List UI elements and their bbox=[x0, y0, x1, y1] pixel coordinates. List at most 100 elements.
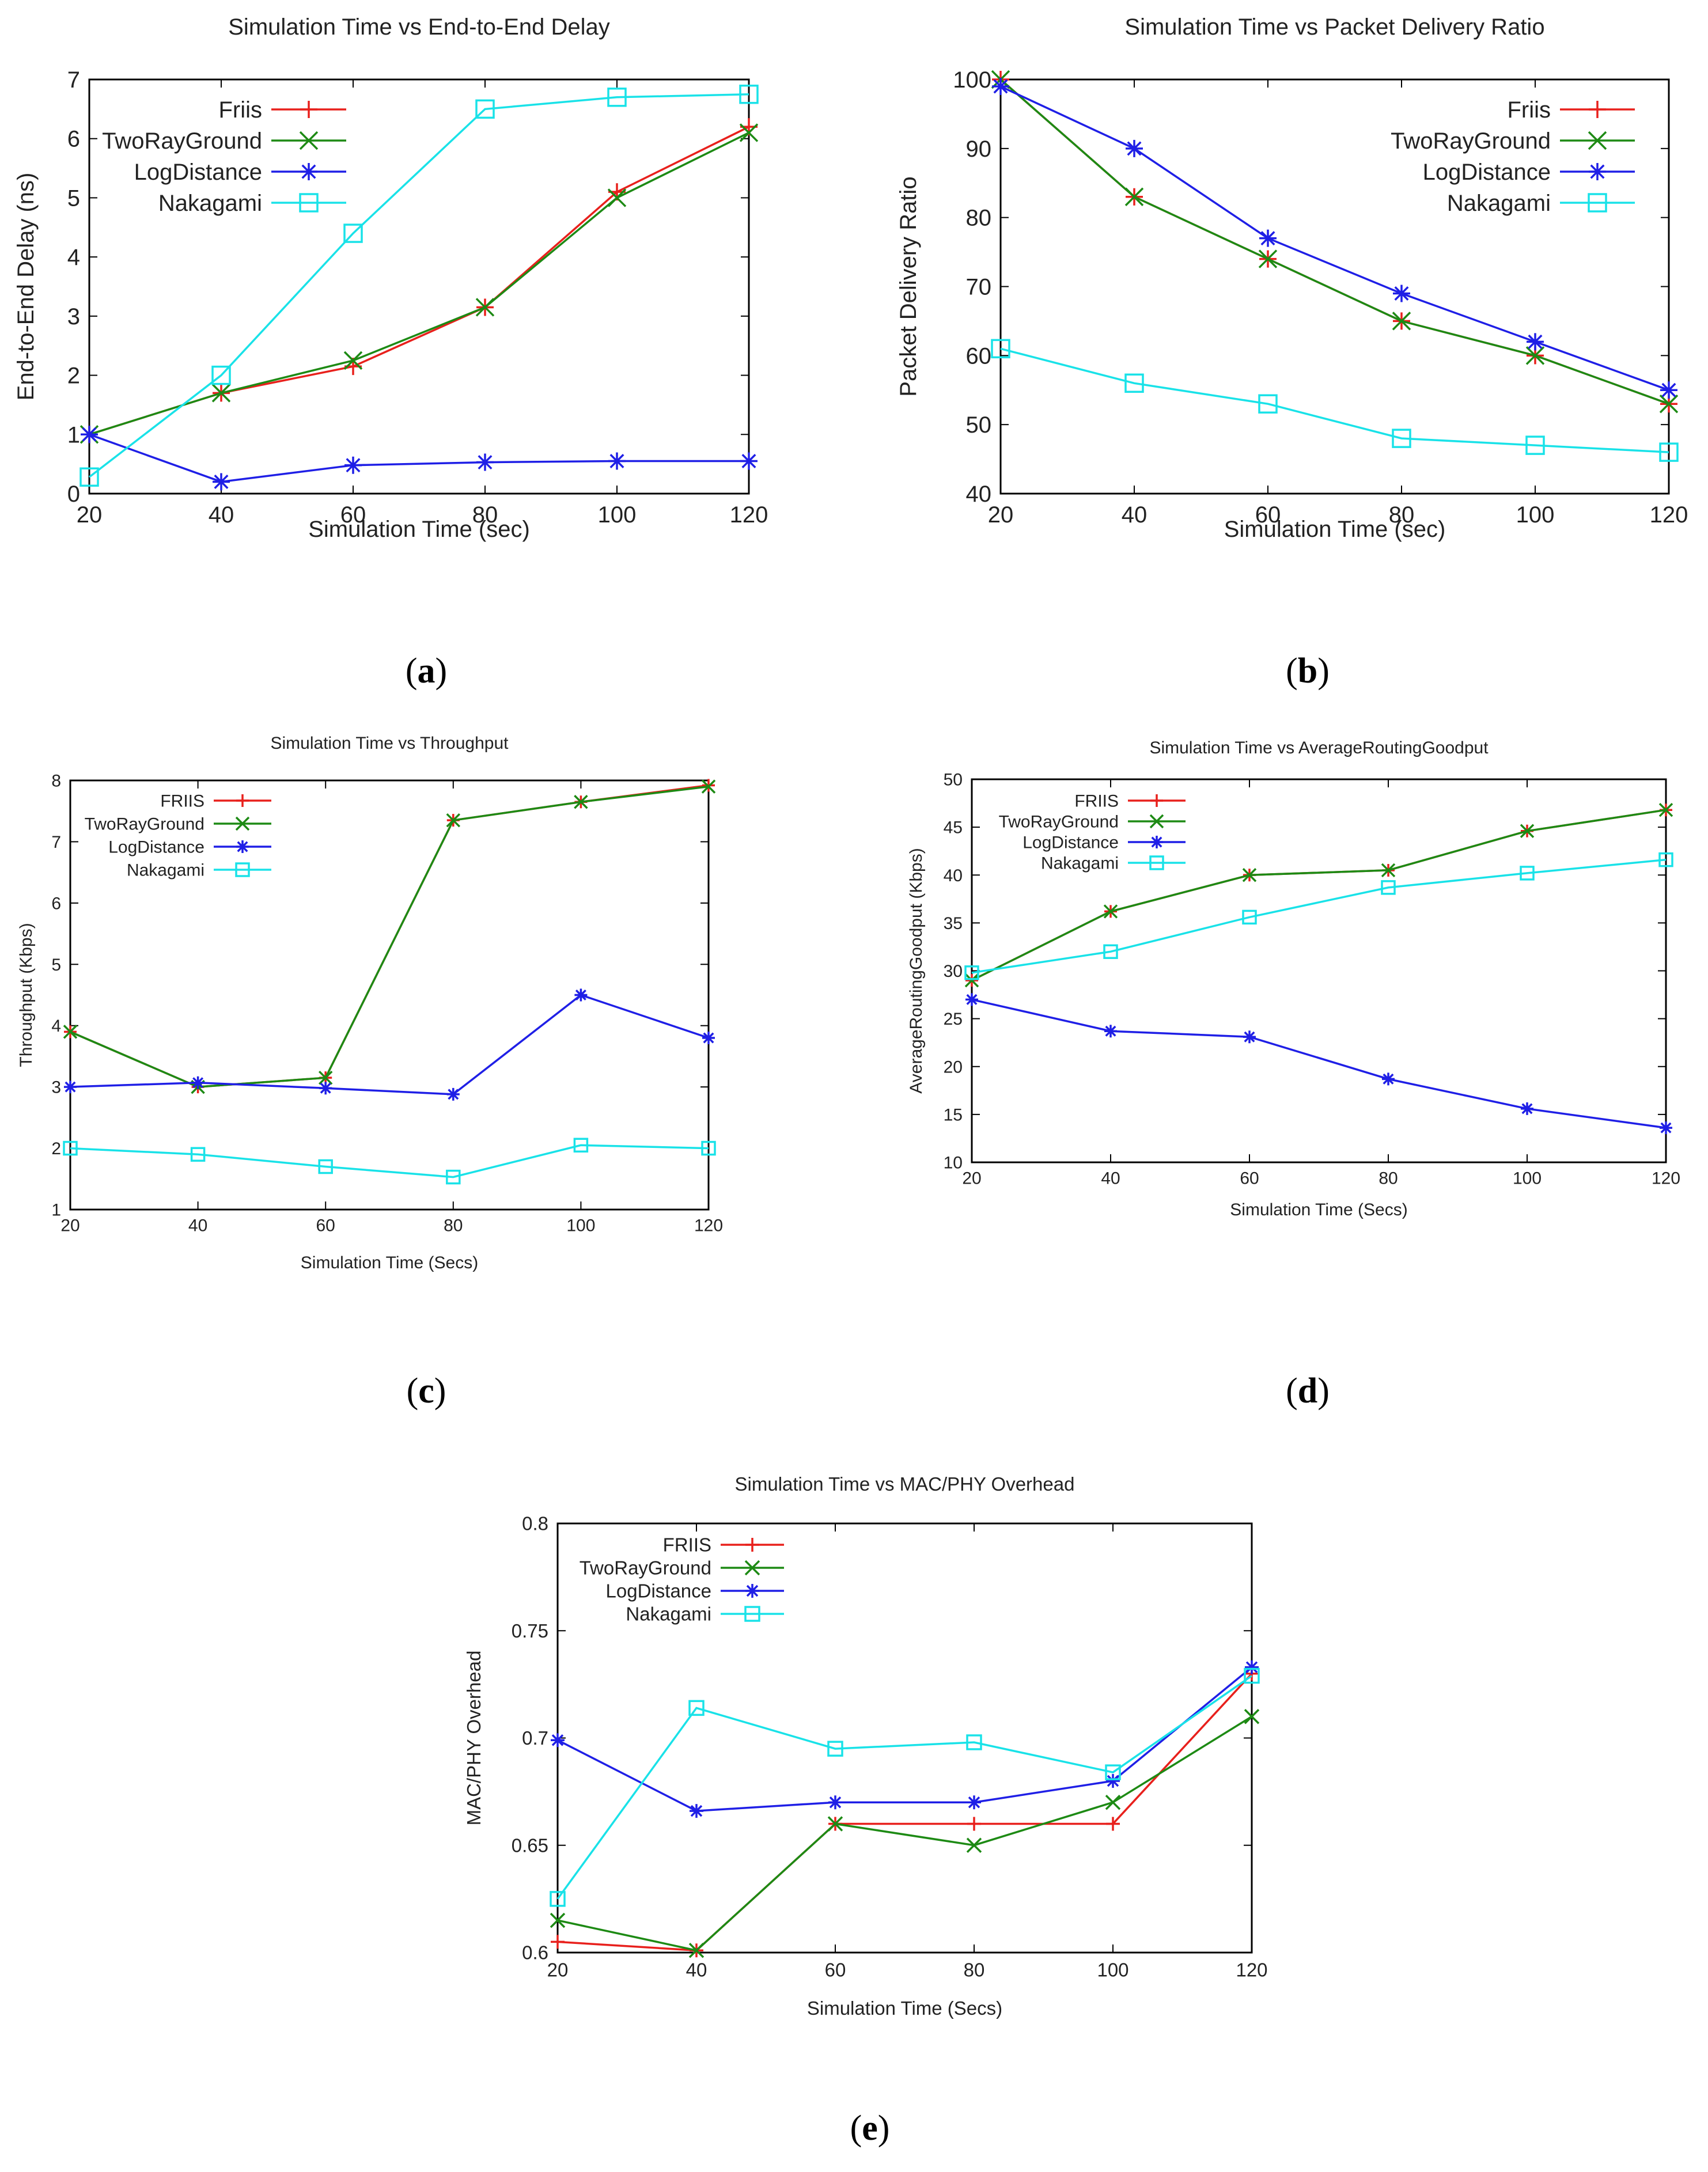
x-tick-label: 80 bbox=[472, 502, 498, 528]
legend-marker bbox=[235, 816, 250, 831]
series-tworayground bbox=[550, 1709, 1260, 1958]
data-point bbox=[1525, 346, 1545, 365]
x-tick-label: 80 bbox=[1378, 1169, 1398, 1188]
x-tick-label: 40 bbox=[209, 502, 234, 528]
legend-marker bbox=[300, 101, 317, 118]
data-point bbox=[991, 339, 1010, 359]
legend-marker bbox=[1150, 836, 1163, 848]
series-line bbox=[89, 131, 749, 435]
legend-marker bbox=[299, 131, 319, 150]
legend-marker bbox=[1588, 131, 1607, 150]
y-tick-label: 7 bbox=[67, 67, 80, 93]
legend-label: FRIIS bbox=[1074, 792, 1119, 811]
series-nakagami bbox=[63, 1138, 716, 1185]
series-line bbox=[1000, 85, 1669, 391]
x-tick-label: 100 bbox=[1513, 1169, 1542, 1188]
x-axis-label: Simulation Time (Secs) bbox=[807, 1997, 1002, 2019]
data-point bbox=[827, 1741, 843, 1757]
data-point bbox=[475, 99, 495, 119]
data-point bbox=[1393, 285, 1410, 302]
data-point bbox=[1659, 442, 1679, 462]
series-friis bbox=[551, 1666, 1259, 1958]
legend-label: Nakagami bbox=[127, 861, 204, 880]
data-point bbox=[607, 188, 627, 207]
data-point bbox=[1104, 1025, 1117, 1038]
x-tick-label: 60 bbox=[1255, 502, 1281, 528]
x-tick-label: 100 bbox=[1097, 1959, 1128, 1980]
legend-marker bbox=[1149, 814, 1164, 829]
x-tick-label: 20 bbox=[962, 1169, 981, 1188]
legend-label: TwoRayGround bbox=[999, 813, 1119, 832]
y-tick-label: 2 bbox=[67, 363, 80, 389]
y-tick-label: 6 bbox=[51, 894, 61, 913]
legend-label: LogDistance bbox=[606, 1580, 711, 1602]
chart-d-average-routing-goodput: Simulation Time vs AverageRoutingGoodput… bbox=[907, 738, 1680, 1219]
y-tick-label: 50 bbox=[944, 771, 963, 790]
y-tick-label: 0 bbox=[67, 482, 80, 507]
legend-marker bbox=[1149, 855, 1164, 870]
data-point bbox=[1242, 868, 1257, 882]
legend-label: TwoRayGround bbox=[1391, 128, 1551, 154]
data-point bbox=[1520, 824, 1535, 839]
chart-title: Simulation Time vs Throughput bbox=[271, 734, 509, 753]
legend-label: TwoRayGround bbox=[580, 1557, 711, 1579]
y-tick-label: 0.6 bbox=[522, 1942, 548, 1963]
data-point bbox=[63, 1025, 78, 1039]
y-tick-label: 4 bbox=[67, 245, 80, 270]
data-point bbox=[81, 426, 98, 444]
data-point bbox=[446, 1169, 461, 1185]
chart-e-mac-phy-overhead: Simulation Time vs MAC/PHY Overhead 20 40 6… bbox=[463, 1473, 1268, 2019]
data-point bbox=[475, 298, 495, 317]
series-line bbox=[1000, 347, 1669, 453]
series-line bbox=[88, 93, 749, 478]
plot-frame bbox=[69, 779, 710, 1211]
data-point bbox=[1245, 1660, 1259, 1674]
x-tick-label: 20 bbox=[547, 1959, 569, 1980]
y-tick-label: 0.65 bbox=[512, 1834, 548, 1856]
legend-marker bbox=[1589, 163, 1606, 180]
data-point bbox=[1660, 381, 1677, 399]
data-point bbox=[63, 1140, 78, 1156]
data-point bbox=[1243, 1030, 1256, 1044]
x-tick-label: 60 bbox=[825, 1959, 846, 1980]
data-point bbox=[1106, 1817, 1120, 1831]
data-point bbox=[739, 84, 759, 104]
series-line bbox=[999, 78, 1669, 405]
y-tick-label: 35 bbox=[944, 914, 963, 933]
data-point bbox=[551, 1935, 565, 1949]
y-axis-label: Throughput (Kbps) bbox=[17, 923, 36, 1067]
data-point bbox=[550, 1891, 566, 1907]
legend-label: Nakagami bbox=[626, 1604, 711, 1625]
data-point bbox=[1126, 139, 1143, 157]
data-point bbox=[701, 1140, 716, 1156]
data-point bbox=[191, 1076, 204, 1089]
data-point bbox=[1520, 866, 1535, 881]
y-tick-label: 20 bbox=[944, 1057, 963, 1076]
x-tick-label: 20 bbox=[60, 1216, 79, 1235]
x-tick-label: 60 bbox=[1240, 1169, 1259, 1188]
legend-marker bbox=[744, 1606, 760, 1622]
x-axis-label: Simulation Time (sec) bbox=[1224, 517, 1446, 542]
data-point bbox=[446, 813, 461, 828]
data-point bbox=[608, 452, 626, 470]
series-nakagami bbox=[964, 852, 1673, 980]
legend-marker bbox=[235, 862, 250, 877]
data-point bbox=[1258, 394, 1278, 414]
series-line bbox=[971, 809, 1667, 981]
y-tick-label: 1 bbox=[51, 1201, 61, 1220]
series-line bbox=[70, 785, 709, 1088]
data-point bbox=[827, 1816, 843, 1832]
legend-label: LogDistance bbox=[1423, 160, 1551, 185]
chart-title: Simulation Time vs End-to-End Delay bbox=[228, 14, 610, 40]
data-point bbox=[1105, 1795, 1121, 1810]
y-tick-label: 4 bbox=[51, 1017, 61, 1036]
x-tick-label: 60 bbox=[340, 502, 366, 528]
data-point bbox=[1527, 333, 1544, 351]
chart-title: Simulation Time vs AverageRoutingGoodput bbox=[1149, 738, 1489, 757]
legend-label: TwoRayGround bbox=[85, 815, 204, 834]
legend-marker bbox=[1150, 794, 1163, 807]
data-point bbox=[966, 1837, 982, 1853]
data-point bbox=[690, 1804, 703, 1818]
series-nakagami bbox=[991, 339, 1679, 462]
data-point bbox=[740, 452, 758, 470]
